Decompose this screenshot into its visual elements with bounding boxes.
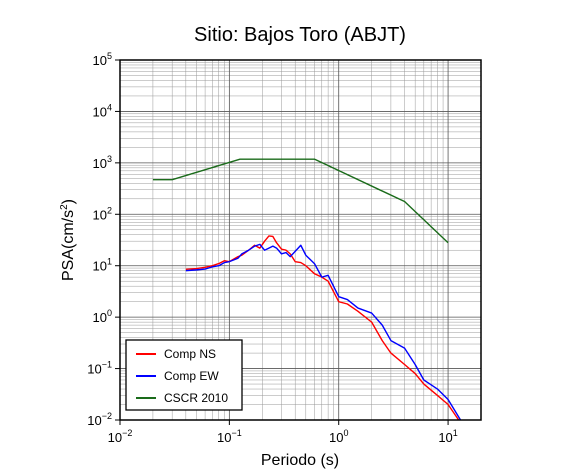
y-tick-base: 10: [93, 310, 107, 325]
y-tick-exp: 3: [107, 154, 112, 164]
y-tick-exp: 5: [107, 51, 112, 61]
x-tick-base: 10: [329, 430, 343, 445]
y-tick-base: 10: [93, 53, 107, 68]
y-tick-exp: −2: [102, 411, 112, 421]
y-tick-label: 10−1: [87, 360, 112, 377]
legend: Comp NS Comp EW CSCR 2010: [125, 339, 243, 411]
y-tick-label: 105: [93, 51, 112, 68]
x-tick-exp: 1: [453, 428, 458, 438]
y-tick-exp: 4: [107, 102, 112, 112]
legend-entry: Comp NS: [164, 347, 216, 361]
x-tick-exp: −1: [231, 428, 241, 438]
x-tick-exp: −2: [122, 428, 132, 438]
x-tick-label: 101: [438, 428, 457, 445]
grid-minor: [120, 60, 482, 420]
series-line-3: [152, 158, 449, 244]
x-tick-base: 10: [438, 430, 452, 445]
y-tick-base: 10: [93, 259, 107, 274]
y-tick-base: 10: [93, 156, 107, 171]
x-tick-label: 100: [329, 428, 348, 445]
series-layer: [152, 158, 462, 420]
y-tick-exp: 2: [107, 205, 112, 215]
y-tick-label: 101: [93, 257, 112, 274]
y-tick-label: 102: [93, 205, 112, 222]
chart-title: Sitio: Bajos Toro (ABJT): [194, 24, 406, 46]
x-tick-labels: 10−2 10−1 100 101: [108, 420, 458, 445]
legend-entry: Comp EW: [164, 369, 219, 383]
x-tick-base: 10: [108, 430, 122, 445]
legend-entry: CSCR 2010: [164, 391, 228, 405]
y-tick-base: 10: [87, 362, 101, 377]
y-tick-label: 10−2: [87, 411, 112, 428]
y-axis-label-close: ): [60, 199, 77, 204]
y-axis-label: PSA(cm/s2): [59, 199, 77, 281]
x-tick-exp: 0: [343, 428, 348, 438]
series-line-2: [185, 243, 462, 420]
plot-frame: [119, 59, 482, 421]
y-tick-base: 10: [93, 207, 107, 222]
y-tick-label: 104: [93, 102, 112, 119]
y-tick-label: 100: [93, 308, 112, 325]
x-tick-label: 10−1: [217, 428, 242, 445]
y-tick-exp: −1: [102, 360, 112, 370]
x-tick-base: 10: [217, 430, 231, 445]
y-axis-label-base: PSA(cm/s: [60, 210, 77, 281]
y-tick-exp: 1: [107, 257, 112, 267]
x-axis-label: Periodo (s): [261, 452, 339, 469]
y-tick-base: 10: [87, 413, 101, 428]
y-tick-exp: 0: [107, 308, 112, 318]
y-axis-label-exp: 2: [59, 204, 70, 210]
y-tick-label: 103: [93, 154, 112, 171]
x-tick-label: 10−2: [108, 428, 133, 445]
y-tick-base: 10: [93, 104, 107, 119]
